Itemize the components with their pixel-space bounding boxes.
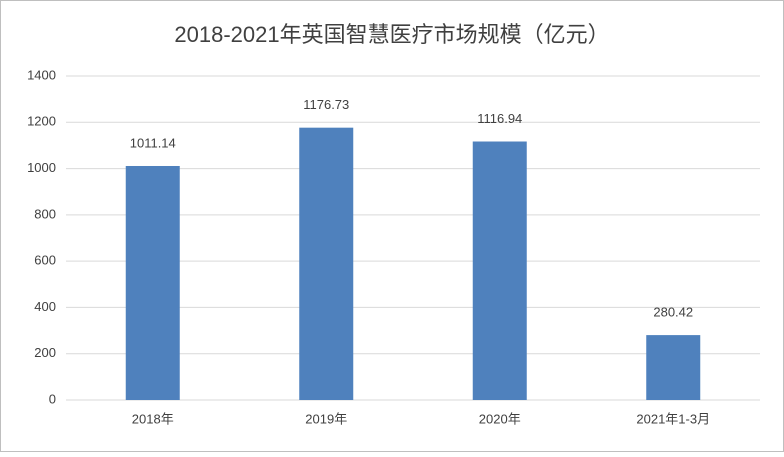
y-tick-label: 400 — [34, 299, 56, 314]
y-tick-label: 1200 — [27, 114, 56, 129]
y-tick-label: 600 — [34, 253, 56, 268]
x-tick-label: 2021年1-3月 — [636, 411, 710, 426]
bar — [125, 165, 180, 400]
y-tick-label: 1000 — [27, 160, 56, 175]
bar — [472, 141, 527, 400]
value-label: 1116.94 — [477, 111, 522, 126]
x-tick-label: 2019年 — [305, 411, 347, 426]
y-tick-label: 200 — [34, 345, 56, 360]
bar — [646, 335, 701, 400]
value-label: 280.42 — [653, 305, 693, 320]
bar — [299, 127, 354, 401]
value-label: 1011.14 — [130, 135, 176, 150]
y-tick-label: 0 — [49, 391, 56, 406]
x-tick-label: 2018年 — [132, 411, 174, 426]
chart-title: 2018-2021年英国智慧医疗市场规模（亿元） — [174, 22, 609, 47]
y-tick-label: 800 — [34, 206, 56, 221]
y-tick-label: 1400 — [27, 67, 56, 82]
value-label: 1176.73 — [303, 97, 349, 112]
x-tick-label: 2020年 — [479, 411, 521, 426]
